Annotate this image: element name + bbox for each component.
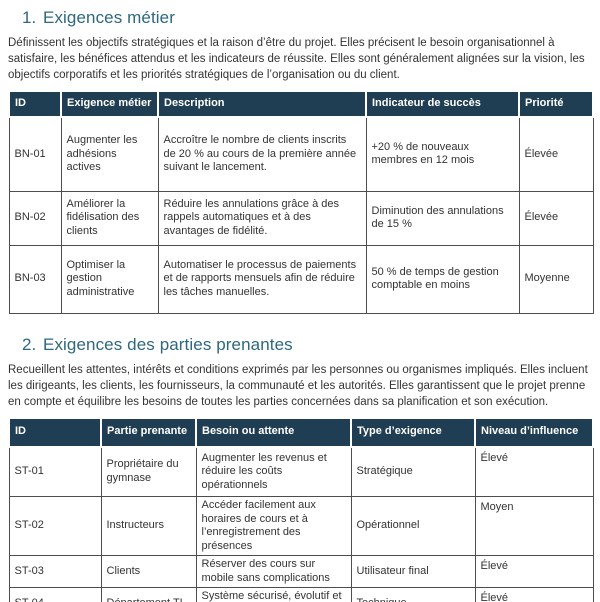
heading-title: Exigences des parties prenantes: [43, 334, 293, 354]
cell-priorite: Élevée: [518, 190, 594, 246]
cell-indicateur-succes: Diminution des annulations de 15 %: [365, 190, 520, 246]
business-requirements-table: ID Exigence métier Description Indicateu…: [8, 90, 594, 314]
cell-type-exigence: Technique: [350, 587, 476, 602]
heading-number: 1.: [22, 8, 37, 27]
cell-id: ST-04: [8, 587, 102, 602]
cell-partie-prenante: Instructeurs: [100, 496, 197, 556]
section-description: Définissent les objectifs stratégiques e…: [8, 37, 585, 81]
section-exigences-parties-prenantes: 2. Exigences des parties prenantes Recuei…: [8, 335, 594, 602]
col-header-niveau-influence: Niveau d’influence: [474, 416, 594, 448]
cell-partie-prenante: Propriétaire du gymnase: [100, 446, 197, 497]
cell-id: ST-03: [8, 555, 102, 588]
cell-exigence-metier: Améliorer la fidélisation des clients: [60, 190, 159, 246]
section-heading: 1. Exigences métier: [22, 8, 592, 28]
table-row-bn02: BN-02 Améliorer la fidélisation des clie…: [8, 190, 594, 246]
cell-indicateur-succes: 50 % de temps de gestion comptable en mo…: [365, 244, 520, 314]
table-row-st02: ST-02 Instructeurs Accéder facilement au…: [8, 496, 594, 556]
cell-partie-prenante: Département TI: [100, 587, 197, 602]
col-header-partie-prenante: Partie prenante: [100, 416, 197, 448]
table-header-row: ID Exigence métier Description Indicateu…: [8, 90, 594, 118]
cell-niveau-influence: Élevé: [474, 446, 594, 497]
cell-id: BN-02: [8, 190, 62, 246]
cell-indicateur-succes: +20 % de nouveaux membres en 12 mois: [365, 116, 520, 192]
section-exigences-metier: 1. Exigences métier Définissent les objec…: [8, 8, 594, 314]
cell-exigence-metier: Augmenter les adhésions actives: [60, 116, 159, 192]
col-header-indicateur-succes: Indicateur de succès: [365, 90, 520, 118]
cell-id: BN-01: [8, 116, 62, 192]
cell-id: ST-01: [8, 446, 102, 497]
col-header-type-exigence: Type d’exigence: [350, 416, 476, 448]
col-header-besoin-attente: Besoin ou attente: [195, 416, 352, 448]
cell-niveau-influence: Élevé: [474, 587, 594, 602]
cell-id: ST-02: [8, 496, 102, 556]
cell-besoin-attente: Réserver des cours sur mobile sans compl…: [195, 555, 352, 588]
col-header-exigence-metier: Exigence métier: [60, 90, 159, 118]
col-header-description: Description: [157, 90, 367, 118]
cell-besoin-attente: Accéder facilement aux horaires de cours…: [195, 496, 352, 556]
table-row-bn03: BN-03 Optimiser la gestion administrativ…: [8, 244, 594, 314]
cell-priorite: Élevée: [518, 116, 594, 192]
cell-besoin-attente: Système sécurisé, évolutif et facile à m…: [195, 587, 352, 602]
stakeholder-requirements-table: ID Partie prenante Besoin ou attente Typ…: [8, 416, 594, 602]
col-header-priorite: Priorité: [518, 90, 594, 118]
cell-besoin-attente: Augmenter les revenus et réduire les coû…: [195, 446, 352, 497]
cell-niveau-influence: Moyen: [474, 496, 594, 556]
section-heading: 2. Exigences des parties prenantes: [22, 335, 592, 355]
cell-id: BN-03: [8, 244, 62, 314]
cell-priorite: Moyenne: [518, 244, 594, 314]
table-row-bn01: BN-01 Augmenter les adhésions actives Ac…: [8, 116, 594, 192]
cell-niveau-influence: Élevé: [474, 555, 594, 588]
section-description: Recueillent les attentes, intérêts et co…: [8, 363, 588, 408]
cell-description: Réduire les annulations grâce à des rapp…: [157, 190, 367, 246]
heading-title: Exigences métier: [43, 8, 175, 27]
table-row-st03: ST-03 Clients Réserver des cours sur mob…: [8, 555, 594, 588]
cell-description: Automatiser le processus de paiements et…: [157, 244, 367, 314]
table-row-st01: ST-01 Propriétaire du gymnase Augmenter …: [8, 446, 594, 497]
table-header-row: ID Partie prenante Besoin ou attente Typ…: [8, 416, 594, 448]
col-header-id: ID: [8, 90, 62, 118]
col-header-id: ID: [8, 416, 102, 448]
cell-type-exigence: Opérationnel: [350, 496, 476, 556]
cell-type-exigence: Stratégique: [350, 446, 476, 497]
cell-partie-prenante: Clients: [100, 555, 197, 588]
cell-description: Accroître le nombre de clients inscrits …: [157, 116, 367, 192]
cell-type-exigence: Utilisateur final: [350, 555, 476, 588]
table-row-st04: ST-04 Département TI Système sécurisé, é…: [8, 587, 594, 602]
heading-number: 2.: [22, 334, 37, 354]
cell-exigence-metier: Optimiser la gestion administrative: [60, 244, 159, 314]
